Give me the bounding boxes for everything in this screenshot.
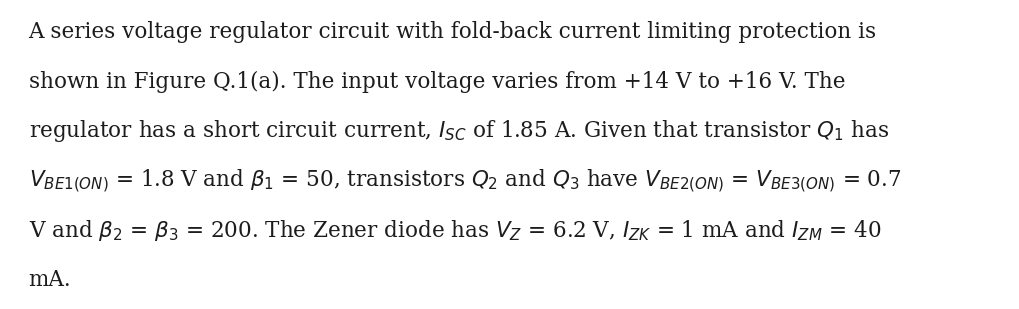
Text: $V_{BE1(ON)}$ = 1.8 V and $\beta_1$ = 50, transistors $Q_2$ and $Q_3$ have $V_{B: $V_{BE1(ON)}$ = 1.8 V and $\beta_1$ = 50…: [29, 167, 900, 194]
Text: shown in Figure Q.1(a). The input voltage varies from +14 V to +16 V. The: shown in Figure Q.1(a). The input voltag…: [29, 71, 844, 93]
Text: A series voltage regulator circuit with fold-back current limiting protection is: A series voltage regulator circuit with …: [29, 21, 875, 44]
Text: mA.: mA.: [29, 269, 71, 291]
Text: V and $\beta_2$ = $\beta_3$ = 200. The Zener diode has $V_Z$ = 6.2 V, $I_{ZK}$ =: V and $\beta_2$ = $\beta_3$ = 200. The Z…: [29, 218, 880, 243]
Text: regulator has a short circuit current, $I_{SC}$ of 1.85 A. Given that transistor: regulator has a short circuit current, $…: [29, 118, 889, 144]
